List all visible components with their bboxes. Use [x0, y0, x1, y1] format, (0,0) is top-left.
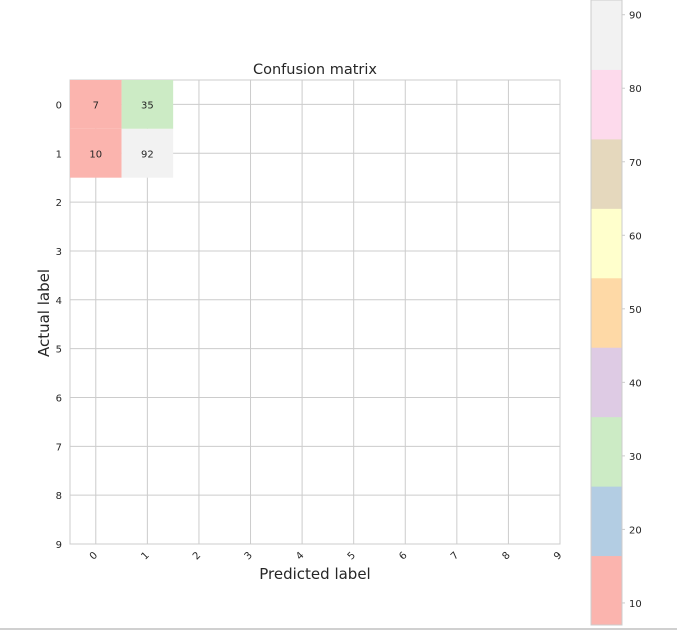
heatmap-cell — [70, 80, 122, 129]
colorbar-tick-label: 10 — [629, 599, 642, 610]
y-tick-labels: 0 1 2 3 4 5 6 7 8 9 — [56, 100, 62, 551]
cell-value-label: 35 — [141, 100, 154, 111]
cell-value-label: 92 — [141, 149, 154, 160]
y-tick-label: 0 — [56, 100, 62, 111]
y-tick-label: 2 — [56, 198, 62, 209]
heatmap-cells — [70, 80, 174, 178]
colorbar-tick-label: 40 — [629, 378, 642, 389]
heatmap-cell — [70, 128, 122, 178]
colorbar-tick-label: 30 — [629, 452, 642, 463]
cell-value-label: 7 — [93, 100, 99, 111]
colorbar-segment — [591, 138, 622, 209]
x-tick-label: 8 — [501, 550, 513, 562]
x-tick-label: 5 — [346, 550, 358, 562]
x-tick-labels: 0 1 2 3 4 5 6 7 8 9 — [88, 550, 564, 562]
x-tick-label: 9 — [552, 550, 564, 562]
colorbar-frame — [590, 0, 623, 626]
x-tick-label: 4 — [294, 550, 306, 562]
y-tick-label: 8 — [56, 491, 62, 502]
colorbar-segment — [591, 555, 622, 626]
colorbar-tick-label: 50 — [629, 305, 642, 316]
colorbar-segment — [591, 69, 622, 140]
y-tick-label: 6 — [56, 393, 62, 404]
bottom-divider — [0, 628, 677, 630]
heatmap-cell — [121, 80, 174, 129]
colorbar-tick-label: 80 — [629, 84, 642, 95]
cell-value-label: 10 — [89, 149, 102, 160]
x-tick-label: 0 — [88, 550, 100, 562]
y-tick-label: 3 — [56, 247, 62, 258]
x-tick-label: 7 — [449, 550, 461, 562]
colorbar-segment — [591, 208, 622, 279]
colorbar-tick-label: 60 — [629, 231, 642, 242]
colorbar-tick-label: 20 — [629, 525, 642, 536]
colorbar-segment — [591, 347, 622, 418]
colorbar-segment — [591, 277, 622, 348]
chart-title: Confusion matrix — [253, 62, 377, 78]
colorbar — [590, 0, 623, 626]
y-axis-label: Actual label — [35, 269, 53, 357]
y-tick-label: 7 — [56, 442, 62, 453]
colorbar-segment — [591, 0, 622, 70]
x-tick-label: 3 — [243, 550, 255, 562]
x-tick-label: 1 — [139, 550, 151, 562]
colorbar-tick-label: 90 — [629, 11, 642, 22]
y-tick-label: 9 — [56, 540, 62, 551]
grid-lines — [69, 79, 561, 545]
colorbar-segment — [591, 416, 622, 487]
x-axis-label: Predicted label — [259, 565, 370, 583]
heatmap-cell — [121, 128, 174, 178]
plot-frame — [69, 79, 561, 545]
colorbar-segment — [591, 486, 622, 557]
x-tick-label: 6 — [397, 550, 409, 562]
y-tick-label: 5 — [56, 345, 62, 356]
colorbar-tick-label: 70 — [629, 158, 642, 169]
colorbar-tick-labels: 10 20 30 40 50 60 70 80 90 — [622, 11, 642, 610]
x-tick-label: 2 — [191, 550, 203, 562]
y-tick-label: 4 — [56, 296, 62, 307]
cell-value-labels: 7 35 10 92 — [89, 100, 153, 160]
y-tick-label: 1 — [56, 149, 62, 160]
